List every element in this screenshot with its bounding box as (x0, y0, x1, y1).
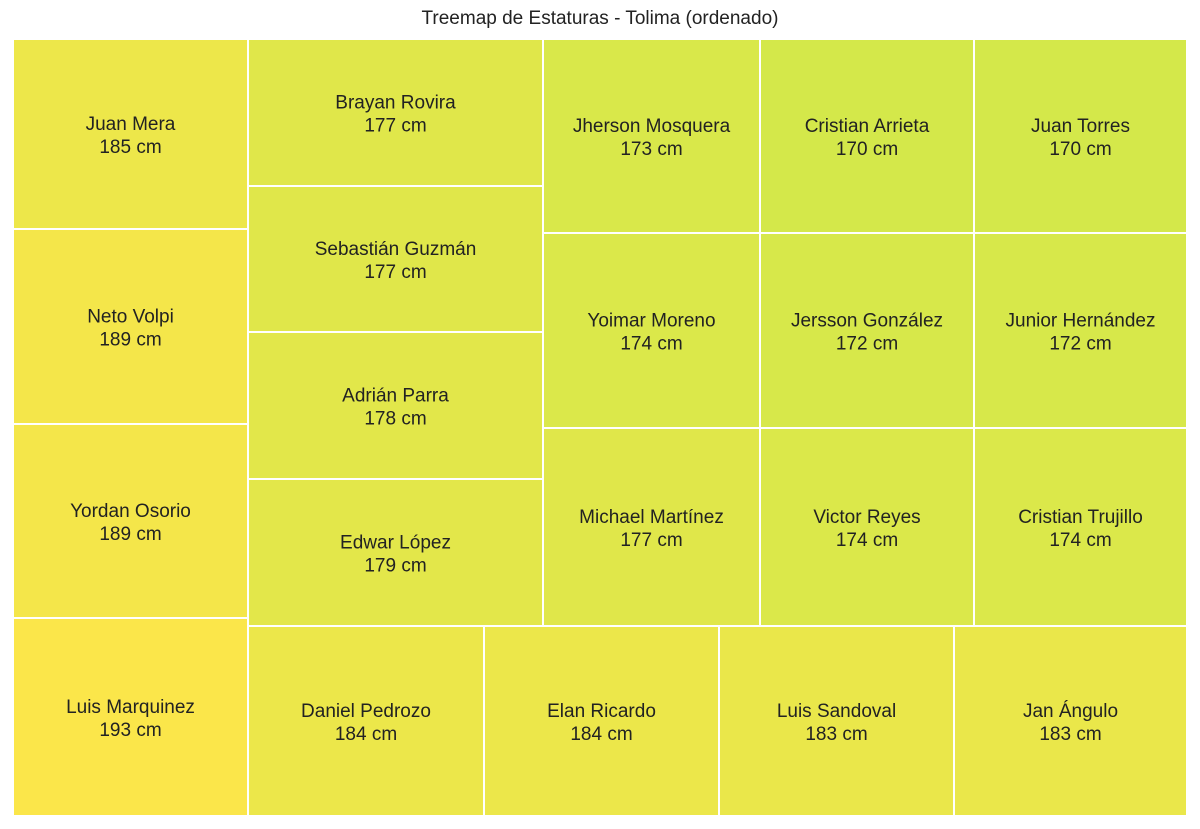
tile-value-label: 193 cm (99, 720, 161, 741)
tile-value-label: 178 cm (364, 409, 426, 430)
treemap-tile-rect (542, 427, 761, 627)
tile-value-label: 172 cm (836, 334, 898, 355)
tile-value-label: 179 cm (364, 556, 426, 577)
tile-name-label: Michael Martínez (579, 507, 724, 528)
tile-name-label: Neto Volpi (87, 307, 174, 328)
treemap-tile-rect (759, 232, 975, 429)
treemap-tile-rect (973, 232, 1188, 429)
tile-value-label: 184 cm (335, 724, 397, 745)
tile-value-label: 177 cm (364, 262, 426, 283)
tile-name-label: Jersson González (791, 311, 943, 332)
tile-name-label: Yordan Osorio (70, 501, 191, 522)
tile-value-label: 170 cm (836, 139, 898, 160)
tile-name-label: Jan Ángulo (1023, 701, 1118, 722)
tile-name-label: Juan Mera (86, 114, 176, 135)
tile-value-label: 174 cm (836, 530, 898, 551)
tile-value-label: 183 cm (1039, 724, 1101, 745)
tile-value-label: 177 cm (620, 530, 682, 551)
tile-name-label: Brayan Rovira (335, 93, 456, 114)
tile-name-label: Sebastián Guzmán (315, 239, 477, 260)
tile-value-label: 174 cm (1049, 530, 1111, 551)
tile-value-label: 189 cm (99, 524, 161, 545)
treemap-tile-rect (483, 625, 720, 817)
tile-name-label: Junior Hernández (1006, 311, 1156, 332)
tile-name-label: Cristian Arrieta (805, 116, 930, 137)
treemap-tile-rect (247, 625, 485, 817)
tile-name-label: Yoimar Moreno (587, 311, 715, 332)
tile-value-label: 170 cm (1049, 139, 1111, 160)
treemap-tile-rect (973, 427, 1188, 627)
treemap-tile-rect (973, 38, 1188, 234)
tile-name-label: Cristian Trujillo (1018, 507, 1143, 528)
treemap-tile-rect (247, 331, 544, 480)
tile-value-label: 183 cm (805, 724, 867, 745)
treemap-tile-rect (247, 38, 544, 187)
tile-value-label: 173 cm (620, 139, 682, 160)
tile-value-label: 184 cm (570, 724, 632, 745)
tile-name-label: Jherson Mosquera (573, 116, 731, 137)
tile-value-label: 189 cm (99, 330, 161, 351)
tile-name-label: Juan Torres (1031, 116, 1130, 137)
treemap-tile-rect (247, 185, 544, 333)
tile-value-label: 172 cm (1049, 334, 1111, 355)
tile-name-label: Elan Ricardo (547, 701, 656, 722)
tile-name-label: Luis Sandoval (777, 701, 896, 722)
tile-name-label: Victor Reyes (813, 507, 920, 528)
tile-value-label: 174 cm (620, 334, 682, 355)
tile-name-label: Luis Marquinez (66, 697, 195, 718)
treemap-tile-rect (247, 478, 544, 627)
treemap-tile-rect (953, 625, 1188, 817)
treemap-tile-rect (542, 232, 761, 429)
tile-name-label: Edwar López (340, 533, 451, 554)
tile-value-label: 185 cm (99, 137, 161, 158)
chart-title: Treemap de Estaturas - Tolima (ordenado) (421, 8, 779, 29)
treemap-tile-rect (12, 617, 249, 817)
tile-name-label: Daniel Pedrozo (301, 701, 431, 722)
tile-value-label: 177 cm (364, 116, 426, 137)
treemap-tile-rect (542, 38, 761, 234)
tile-name-label: Adrián Parra (342, 386, 449, 407)
